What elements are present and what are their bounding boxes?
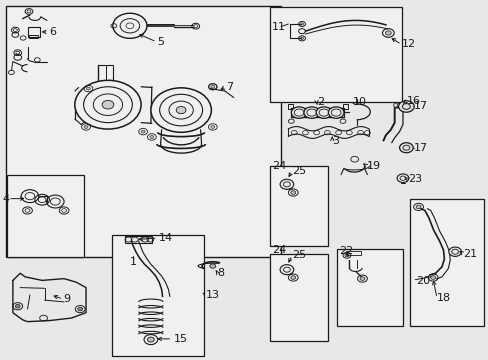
Text: 14: 14 (158, 233, 172, 243)
Text: 24: 24 (272, 161, 286, 171)
Text: 9: 9 (63, 294, 70, 304)
Text: 17: 17 (413, 143, 427, 153)
Text: 22: 22 (339, 246, 353, 256)
Text: 24: 24 (272, 245, 286, 255)
Text: 12: 12 (401, 40, 415, 49)
Text: 25: 25 (292, 250, 306, 260)
Text: 2: 2 (316, 97, 323, 107)
Circle shape (448, 247, 461, 256)
Circle shape (290, 276, 295, 279)
Bar (336, 249, 402, 326)
Bar (345, 251, 360, 255)
Text: 13: 13 (205, 291, 219, 301)
Circle shape (150, 135, 154, 138)
Text: 25: 25 (292, 166, 306, 176)
Bar (288, 104, 293, 109)
Text: 10: 10 (352, 97, 366, 107)
Circle shape (304, 107, 319, 118)
Circle shape (210, 85, 214, 88)
Circle shape (86, 87, 90, 90)
Circle shape (291, 107, 306, 118)
Text: 7: 7 (225, 82, 233, 92)
Bar (270, 166, 327, 246)
Text: 11: 11 (272, 22, 285, 32)
Text: 6: 6 (49, 27, 56, 37)
Circle shape (75, 80, 141, 129)
Bar (5, 6, 281, 257)
Text: 5: 5 (157, 37, 163, 47)
Text: 3: 3 (331, 136, 339, 145)
Text: 19: 19 (366, 161, 380, 171)
Circle shape (151, 88, 211, 132)
Circle shape (399, 143, 412, 153)
Circle shape (102, 100, 114, 109)
Circle shape (290, 191, 295, 194)
Circle shape (209, 264, 215, 268)
Circle shape (328, 107, 343, 118)
Text: 21: 21 (462, 248, 476, 258)
Bar (270, 253, 327, 341)
Circle shape (78, 307, 82, 311)
Bar (409, 199, 484, 326)
Circle shape (359, 277, 364, 280)
Text: 1: 1 (129, 257, 137, 267)
Bar (29, 36, 38, 39)
Text: 15: 15 (173, 334, 187, 344)
Circle shape (316, 107, 331, 118)
Text: 16: 16 (406, 96, 420, 106)
Circle shape (280, 265, 293, 275)
Text: 17: 17 (413, 102, 427, 112)
Bar (27, 27, 40, 37)
Circle shape (398, 101, 413, 112)
Circle shape (176, 107, 185, 114)
Bar (7, 175, 84, 257)
Text: 23: 23 (407, 174, 421, 184)
Text: 20: 20 (415, 276, 429, 286)
Circle shape (396, 174, 408, 183)
Circle shape (147, 337, 154, 342)
Bar (342, 104, 347, 109)
Text: 4: 4 (2, 194, 9, 204)
Text: 18: 18 (436, 293, 450, 303)
Circle shape (15, 305, 20, 308)
Circle shape (280, 179, 293, 189)
Bar (125, 236, 152, 243)
Bar (270, 7, 401, 102)
Circle shape (84, 126, 88, 129)
Circle shape (141, 130, 145, 133)
Circle shape (430, 276, 435, 279)
Circle shape (385, 31, 390, 35)
Circle shape (210, 126, 214, 129)
Text: 8: 8 (217, 268, 224, 278)
Bar (112, 234, 203, 356)
Circle shape (415, 205, 420, 209)
